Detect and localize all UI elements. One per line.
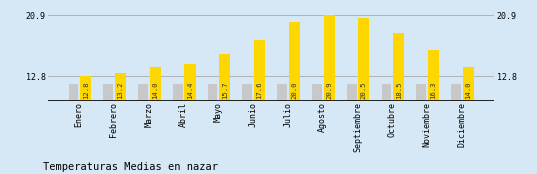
Bar — [208, 84, 217, 101]
Bar — [184, 64, 195, 101]
Bar — [243, 84, 252, 101]
Bar — [347, 84, 357, 101]
Bar — [463, 67, 474, 101]
Bar — [69, 84, 78, 101]
Bar — [138, 84, 148, 101]
Text: 12.8: 12.8 — [83, 82, 89, 99]
Text: 13.2: 13.2 — [118, 82, 124, 99]
Text: 14.0: 14.0 — [152, 82, 158, 99]
Bar — [289, 22, 300, 101]
Bar — [80, 76, 91, 101]
Bar — [428, 50, 439, 101]
Text: 20.0: 20.0 — [291, 82, 297, 99]
Bar — [150, 67, 161, 101]
Bar — [103, 84, 113, 101]
Text: 16.3: 16.3 — [431, 82, 437, 99]
Text: 14.0: 14.0 — [465, 82, 471, 99]
Bar — [115, 73, 126, 101]
Bar — [416, 84, 426, 101]
Bar — [393, 33, 404, 101]
Bar — [219, 54, 230, 101]
Text: 20.9: 20.9 — [326, 82, 332, 99]
Bar — [173, 84, 183, 101]
Text: 18.5: 18.5 — [396, 82, 402, 99]
Bar — [323, 15, 335, 101]
Bar — [358, 18, 369, 101]
Text: 14.4: 14.4 — [187, 82, 193, 99]
Bar — [382, 84, 391, 101]
Bar — [451, 84, 461, 101]
Text: Temperaturas Medias en nazar: Temperaturas Medias en nazar — [43, 162, 218, 172]
Text: 15.7: 15.7 — [222, 82, 228, 99]
Bar — [312, 84, 322, 101]
Bar — [277, 84, 287, 101]
Text: 20.5: 20.5 — [361, 82, 367, 99]
Bar — [254, 40, 265, 101]
Text: 17.6: 17.6 — [257, 82, 263, 99]
